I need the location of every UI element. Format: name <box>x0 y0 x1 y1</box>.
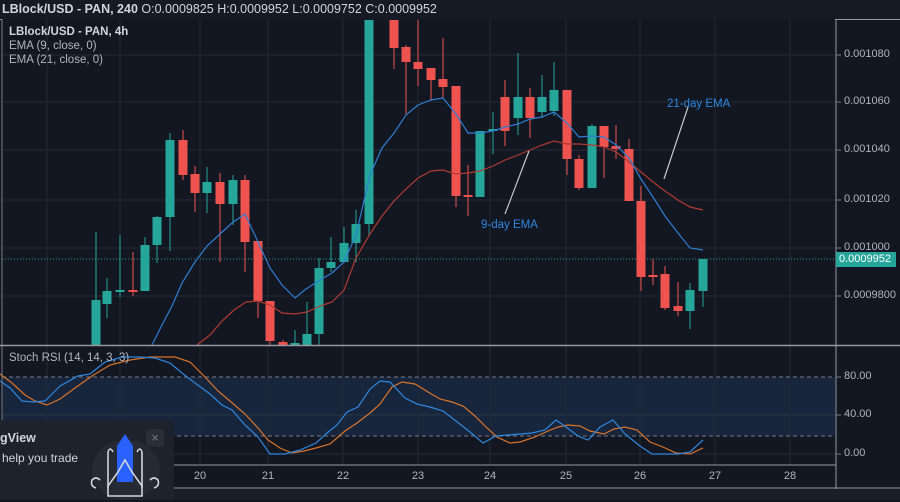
ema9-annotation-pointer <box>504 150 530 215</box>
open-value: 0.0009825 <box>154 2 214 16</box>
legend-ema9[interactable]: EMA (9, close, 0) <box>9 40 97 52</box>
x-axis-label: 23 <box>411 470 425 482</box>
rocket-icon <box>90 434 160 500</box>
y-axis-label: 0.001020 <box>844 193 890 205</box>
chart-legend: LBlock/USD - PAN, 4h EMA (9, close, 0) E… <box>9 25 128 67</box>
y-axis-label: 0.001080 <box>844 48 890 60</box>
ema9-annotation: 9-day EMA <box>481 219 538 231</box>
low-label: L: <box>292 2 303 16</box>
x-axis-label: 22 <box>336 470 350 482</box>
close-value: 0.0009952 <box>377 2 437 16</box>
legend-symbol: LBlock/USD - PAN, 4h <box>9 26 129 38</box>
x-axis-label: 20 <box>193 470 207 482</box>
ema21-annotation: 21-day EMA <box>667 98 731 110</box>
stoch-k-line <box>0 356 704 455</box>
x-axis-label: 27 <box>708 470 722 482</box>
open-label: O: <box>141 2 155 16</box>
high-label: H: <box>217 2 230 16</box>
y-axis-ticks <box>836 54 841 455</box>
promo-title: gView <box>0 431 36 445</box>
y-axis-label: 0.001040 <box>844 143 890 155</box>
bottom-toolbar <box>0 489 900 500</box>
promo-close-button[interactable]: × <box>146 429 164 447</box>
y-axis-label: 40.00 <box>844 408 872 420</box>
x-axis-label: 24 <box>483 470 497 482</box>
last-price-tag: 0.0009952 <box>836 252 896 267</box>
promo-popup[interactable]: gView help you trade × <box>0 420 174 500</box>
y-axis-label: 0.001000 <box>844 241 890 253</box>
y-axis-label: 80.00 <box>844 370 872 382</box>
stoch-rsi-legend[interactable]: Stoch RSI (14, 14, 3, 3) <box>9 352 130 364</box>
x-axis-label: 26 <box>633 470 647 482</box>
symbol-interval: LBlock/USD - PAN, 240 <box>2 2 138 16</box>
y-axis-label: 0.0009800 <box>844 289 896 301</box>
promo-subtitle: help you trade <box>2 451 79 465</box>
ohlc-title: LBlock/USD - PAN, 240 O:0.0009825 H:0.00… <box>2 2 437 16</box>
stoch-d-line <box>0 356 704 455</box>
y-axis-label: 0.00 <box>844 447 866 459</box>
low-value: 0.0009752 <box>302 2 362 16</box>
x-axis-label: 21 <box>261 470 275 482</box>
ohlc-header: LBlock/USD - PAN, 240 O:0.0009825 H:0.00… <box>0 0 900 20</box>
x-axis-label: 28 <box>783 470 797 482</box>
y-axis-label: 0.001060 <box>844 95 890 107</box>
x-axis-label: 25 <box>559 470 573 482</box>
legend-ema21[interactable]: EMA (21, close, 0) <box>9 54 103 66</box>
close-label: C: <box>365 2 378 16</box>
ema9-line <box>151 97 704 346</box>
high-value: 0.0009952 <box>229 2 289 16</box>
ema21-line <box>196 140 704 346</box>
ema21-annotation-pointer <box>663 106 689 180</box>
